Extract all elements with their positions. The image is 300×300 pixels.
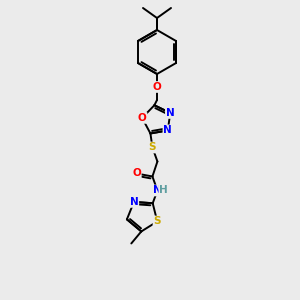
Text: N: N [164,125,172,135]
Text: N: N [153,185,162,196]
Text: O: O [153,82,161,92]
Text: O: O [138,113,146,123]
Text: S: S [154,217,161,226]
Text: N: N [130,197,138,207]
Text: N: N [166,108,175,118]
Text: O: O [132,169,141,178]
Text: H: H [159,185,168,196]
Text: S: S [149,142,156,152]
